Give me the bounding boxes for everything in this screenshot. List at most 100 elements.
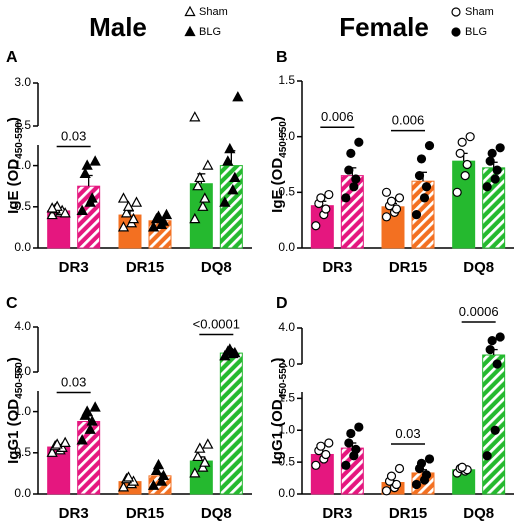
data-point <box>460 171 470 181</box>
data-point <box>194 171 206 183</box>
data-point <box>492 359 502 369</box>
data-point <box>394 193 405 203</box>
data-point <box>386 471 397 481</box>
bar <box>219 352 243 495</box>
data-point <box>46 446 58 457</box>
data-point <box>202 159 214 170</box>
x-tick-label: DQ8 <box>201 259 232 276</box>
x-tick-label: DR15 <box>126 505 164 522</box>
data-point <box>344 438 354 448</box>
data-point <box>457 137 467 147</box>
data-point <box>311 221 321 231</box>
data-point <box>495 143 505 153</box>
data-point <box>490 174 500 184</box>
data-point <box>152 210 165 221</box>
data-point <box>354 422 364 432</box>
data-point <box>202 438 214 449</box>
y-tick-label: 0.5 <box>278 454 295 468</box>
data-point <box>122 200 135 211</box>
data-point <box>89 401 101 412</box>
data-point <box>381 187 392 197</box>
panel-letter: A <box>6 49 18 66</box>
data-point <box>381 486 392 496</box>
y-tick-label: 1.0 <box>278 129 295 143</box>
data-point <box>117 481 130 492</box>
data-point <box>416 458 427 468</box>
p-value: 0.03 <box>395 426 420 441</box>
section-title: Female <box>339 12 429 42</box>
data-point <box>117 192 130 203</box>
data-point <box>394 463 405 474</box>
data-point <box>184 5 196 17</box>
data-point <box>79 167 91 178</box>
data-point <box>487 336 497 346</box>
data-point <box>462 159 472 170</box>
data-point <box>421 470 432 480</box>
y-tick-label: 0.5 <box>278 185 295 199</box>
data-point <box>344 165 354 175</box>
data-point <box>122 471 135 482</box>
data-point <box>184 25 196 37</box>
data-point <box>86 192 98 203</box>
bar <box>482 354 506 495</box>
data-point <box>219 196 231 207</box>
data-point <box>321 449 331 460</box>
y-tick-label: 3.0 <box>14 364 31 378</box>
data-point <box>457 462 467 472</box>
data-point <box>490 425 500 435</box>
data-point <box>46 202 58 213</box>
data-point <box>157 469 170 480</box>
data-point <box>197 461 209 472</box>
y-tick-label: 1.0 <box>14 158 31 172</box>
data-point <box>227 184 239 195</box>
y-axis-label-part: IgE (OD <box>269 158 286 213</box>
y-axis-label-part: 450-550 <box>14 122 25 159</box>
y-axis-label: IgG1 (OD450-550) <box>269 358 289 465</box>
data-point <box>189 467 201 478</box>
data-point <box>346 428 356 439</box>
data-point <box>349 182 359 192</box>
data-point <box>451 27 461 37</box>
data-point <box>487 148 497 158</box>
y-tick-label: 4.0 <box>278 320 295 334</box>
data-point <box>324 438 334 448</box>
data-point <box>81 405 93 416</box>
y-tick-label: 2.0 <box>278 356 295 370</box>
p-value: 0.006 <box>392 113 425 128</box>
bar <box>77 185 101 249</box>
y-tick-label: 1.5 <box>14 118 31 132</box>
data-point <box>147 221 160 232</box>
y-tick-label: 1.0 <box>278 422 295 436</box>
data-point <box>451 7 461 17</box>
panel-letter: B <box>276 49 288 66</box>
data-point <box>120 207 133 218</box>
y-axis-label-part: ) <box>269 116 286 121</box>
y-tick-label: 1.0 <box>14 404 31 418</box>
legend-label: Sham <box>465 6 494 18</box>
data-point <box>232 91 244 102</box>
data-point <box>199 456 211 467</box>
panel-letter: D <box>276 295 288 312</box>
y-tick-label: 0.0 <box>14 486 31 500</box>
data-point <box>492 165 502 175</box>
data-point <box>160 208 173 220</box>
data-point <box>51 438 63 449</box>
data-point <box>482 451 492 461</box>
data-point <box>455 148 465 158</box>
y-axis-label-part: 450-550 <box>14 362 25 399</box>
y-tick-label: 0.0 <box>278 240 295 254</box>
data-point <box>421 182 432 192</box>
data-point <box>424 140 435 151</box>
data-point <box>495 332 505 342</box>
x-tick-label: DQ8 <box>463 505 494 522</box>
data-point <box>351 444 361 454</box>
p-value: 0.006 <box>321 109 354 124</box>
data-point <box>224 142 236 154</box>
legend-label: BLG <box>199 26 221 38</box>
legend-label: Sham <box>199 6 228 18</box>
x-tick-label: DR3 <box>322 259 352 276</box>
data-point <box>59 207 71 218</box>
data-point <box>150 464 163 476</box>
data-point <box>316 441 326 451</box>
data-point <box>465 132 475 142</box>
